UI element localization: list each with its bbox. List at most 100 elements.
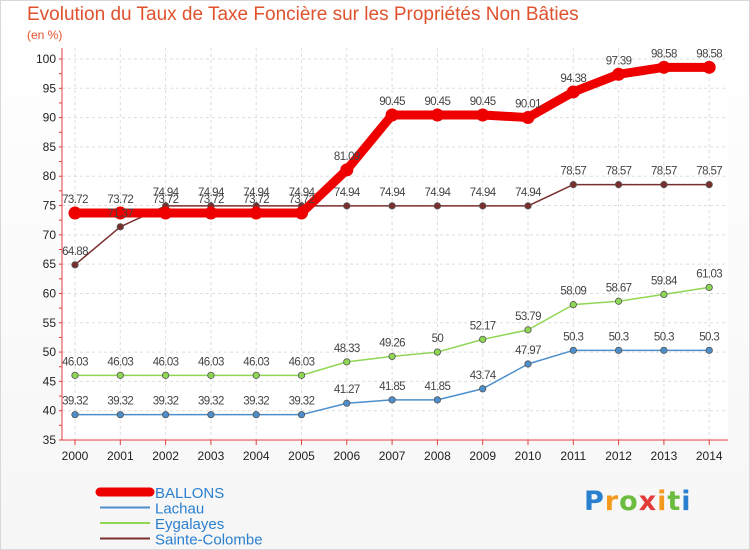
data-label: 74.94 — [289, 187, 316, 199]
data-label: 46.03 — [153, 356, 179, 368]
x-tick-label: 2013 — [651, 449, 678, 463]
data-label: 90.45 — [470, 96, 496, 108]
data-point — [388, 202, 396, 210]
data-point — [569, 181, 577, 189]
data-point — [204, 206, 218, 220]
data-label: 39.32 — [289, 396, 315, 408]
data-label: 74.94 — [425, 187, 452, 199]
data-label: 43.74 — [470, 370, 497, 382]
data-point — [343, 202, 351, 210]
y-tick-label: 55 — [43, 316, 57, 330]
data-point — [479, 335, 487, 343]
x-tick-label: 2002 — [152, 449, 179, 463]
data-point — [614, 346, 623, 354]
data-point — [68, 206, 82, 220]
data-label: 46.03 — [243, 356, 269, 368]
y-tick-label: 90 — [43, 111, 57, 125]
data-point — [252, 371, 260, 379]
data-point — [479, 202, 487, 210]
x-tick-label: 2003 — [198, 449, 225, 463]
data-point — [476, 108, 490, 122]
y-tick-label: 45 — [43, 374, 57, 388]
x-tick-label: 2012 — [605, 449, 632, 463]
data-point — [569, 301, 577, 309]
data-label: 74.94 — [153, 187, 180, 199]
data-label: 73.72 — [153, 194, 179, 206]
data-label: 98.58 — [651, 48, 677, 60]
x-tick-label: 2006 — [333, 449, 360, 463]
data-label: 78.57 — [560, 166, 586, 178]
data-label: 50.3 — [563, 331, 583, 343]
y-tick-label: 75 — [43, 199, 57, 213]
data-label: 41.85 — [425, 381, 451, 393]
data-label: 58.67 — [606, 282, 632, 294]
data-label: 73.72 — [243, 194, 269, 206]
data-label: 81.09 — [334, 151, 360, 163]
data-label: 46.03 — [289, 356, 315, 368]
y-tick-label: 85 — [43, 140, 57, 154]
data-label: 74.94 — [379, 187, 406, 199]
x-tick-label: 2009 — [469, 449, 496, 463]
data-label: 48.33 — [334, 343, 360, 355]
data-label: 49.26 — [379, 337, 405, 349]
data-point — [705, 283, 713, 292]
data-label: 41.27 — [334, 384, 360, 396]
data-point — [116, 411, 124, 419]
data-point — [162, 371, 170, 379]
data-point — [343, 358, 351, 366]
x-tick-label: 2001 — [107, 449, 134, 463]
x-tick-label: 2005 — [288, 449, 315, 463]
x-tick-label: 2014 — [696, 449, 723, 463]
data-point — [385, 108, 399, 122]
data-label: 53.79 — [515, 311, 541, 323]
y-tick-label: 95 — [43, 81, 57, 95]
data-point — [660, 290, 668, 298]
data-label: 50 — [432, 333, 444, 345]
data-point — [569, 346, 577, 354]
data-point — [433, 396, 441, 404]
data-point — [297, 371, 306, 379]
data-point — [207, 371, 215, 379]
data-point — [159, 206, 173, 220]
data-point — [249, 206, 263, 220]
data-point — [660, 346, 668, 354]
data-label: 47.97 — [515, 345, 541, 357]
data-label: 74.94 — [198, 187, 225, 199]
data-label: 71.37 — [107, 208, 133, 220]
data-point — [343, 399, 351, 407]
data-point — [297, 411, 306, 419]
data-label: 39.32 — [107, 396, 133, 408]
legend-label: BALLONS — [155, 485, 224, 502]
data-label: 73.72 — [289, 194, 315, 206]
data-point — [71, 261, 79, 269]
data-label: 39.32 — [198, 396, 224, 408]
data-label: 61.03 — [696, 268, 722, 280]
data-point — [660, 181, 668, 189]
data-point — [705, 346, 713, 354]
x-tick-label: 2004 — [243, 449, 270, 463]
data-label: 94.38 — [560, 73, 586, 85]
data-label: 39.32 — [62, 396, 88, 408]
data-point — [705, 181, 713, 189]
data-label: 73.72 — [62, 194, 88, 206]
data-point — [116, 371, 124, 379]
data-label: 58.09 — [560, 286, 586, 298]
y-tick-label: 40 — [43, 404, 57, 418]
x-tick-label: 2008 — [424, 449, 451, 463]
data-label: 74.94 — [515, 187, 542, 199]
data-label: 98.58 — [696, 48, 722, 60]
data-label: 74.94 — [243, 187, 270, 199]
data-point — [702, 60, 716, 74]
data-label: 39.32 — [153, 396, 179, 408]
data-label: 78.57 — [696, 166, 722, 178]
data-label: 90.45 — [425, 96, 451, 108]
x-tick-label: 2000 — [62, 449, 89, 463]
data-label: 97.39 — [606, 55, 632, 67]
data-label: 73.72 — [198, 194, 224, 206]
data-point — [113, 206, 127, 220]
y-tick-label: 35 — [43, 433, 57, 447]
data-label: 59.84 — [651, 275, 678, 287]
data-label: 90.45 — [379, 96, 405, 108]
data-point — [295, 206, 308, 220]
data-label: 74.94 — [470, 187, 497, 199]
